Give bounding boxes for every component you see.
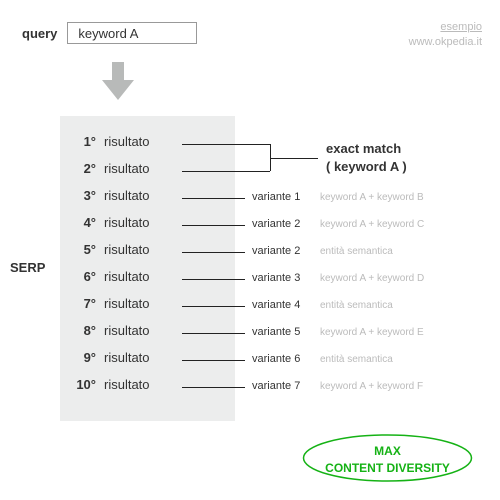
serp-rank: 10°	[74, 377, 104, 392]
serp-result-label: risultato	[104, 350, 150, 365]
variant-detail: entità semantica	[320, 246, 393, 257]
variant-detail: entità semantica	[320, 354, 393, 365]
serp-rank: 3°	[74, 188, 104, 203]
query-input[interactable]: keyword A	[67, 22, 197, 44]
variant-label: variante 4	[252, 299, 300, 311]
serp-result-row: 5°risultato	[74, 242, 221, 269]
serp-result-row: 1°risultato	[74, 134, 221, 161]
serp-result-row: 4°risultato	[74, 215, 221, 242]
variant-detail: keyword A + keyword E	[320, 327, 424, 338]
connector-line	[182, 387, 245, 388]
serp-result-row: 2°risultato	[74, 161, 221, 188]
variant-label: variante 5	[252, 326, 300, 338]
variant-detail: entità semantica	[320, 300, 393, 311]
badge-line1: MAX	[300, 443, 475, 460]
variant-label: variante 3	[252, 272, 300, 284]
bracket-arm	[182, 171, 270, 172]
serp-result-row: 8°risultato	[74, 323, 221, 350]
serp-rank: 2°	[74, 161, 104, 176]
variant-detail: keyword A + keyword B	[320, 192, 424, 203]
serp-box: 1°risultato2°risultato3°risultato4°risul…	[60, 116, 235, 421]
serp-result-label: risultato	[104, 188, 150, 203]
serp-result-label: risultato	[104, 242, 150, 257]
serp-result-row: 7°risultato	[74, 296, 221, 323]
variant-label: variante 7	[252, 380, 300, 392]
query-label: query	[22, 26, 57, 41]
arrow-down-icon	[100, 62, 136, 100]
bracket-stem	[270, 158, 318, 159]
badge-text: MAX CONTENT DIVERSITY	[300, 432, 475, 478]
connector-line	[182, 306, 245, 307]
serp-result-label: risultato	[104, 215, 150, 230]
connector-line	[182, 279, 245, 280]
credits-line1: esempio	[409, 20, 482, 35]
serp-result-label: risultato	[104, 134, 150, 149]
connector-line	[182, 360, 245, 361]
serp-rank: 1°	[74, 134, 104, 149]
serp-result-label: risultato	[104, 377, 150, 392]
credits: esempio www.okpedia.it	[409, 20, 482, 50]
variant-label: variante 2	[252, 245, 300, 257]
bracket-arm	[182, 144, 270, 145]
badge-line2: CONTENT DIVERSITY	[300, 460, 475, 477]
connector-line	[182, 198, 245, 199]
serp-rank: 9°	[74, 350, 104, 365]
serp-rank: 4°	[74, 215, 104, 230]
connector-line	[182, 252, 245, 253]
variant-detail: keyword A + keyword C	[320, 219, 424, 230]
serp-result-label: risultato	[104, 323, 150, 338]
connector-line	[182, 225, 245, 226]
serp-result-row: 6°risultato	[74, 269, 221, 296]
credits-line2: www.okpedia.it	[409, 35, 482, 50]
serp-rank: 5°	[74, 242, 104, 257]
variant-label: variante 6	[252, 353, 300, 365]
connector-line	[182, 333, 245, 334]
serp-rank: 6°	[74, 269, 104, 284]
serp-result-row: 9°risultato	[74, 350, 221, 377]
serp-result-label: risultato	[104, 161, 150, 176]
serp-label: SERP	[10, 260, 45, 275]
query-value: keyword A	[78, 26, 138, 41]
exact-match-label: exact match ( keyword A )	[326, 140, 407, 175]
exact-match-line1: exact match	[326, 140, 407, 158]
variant-label: variante 2	[252, 218, 300, 230]
query-row: query keyword A	[22, 22, 197, 44]
variant-detail: keyword A + keyword F	[320, 381, 423, 392]
serp-result-label: risultato	[104, 269, 150, 284]
serp-result-row: 3°risultato	[74, 188, 221, 215]
serp-result-row: 10°risultato	[74, 377, 221, 404]
serp-result-label: risultato	[104, 296, 150, 311]
serp-rank: 7°	[74, 296, 104, 311]
variant-detail: keyword A + keyword D	[320, 273, 424, 284]
variant-label: variante 1	[252, 191, 300, 203]
serp-rank: 8°	[74, 323, 104, 338]
exact-match-line2: ( keyword A )	[326, 158, 407, 176]
max-diversity-badge: MAX CONTENT DIVERSITY	[300, 432, 475, 484]
